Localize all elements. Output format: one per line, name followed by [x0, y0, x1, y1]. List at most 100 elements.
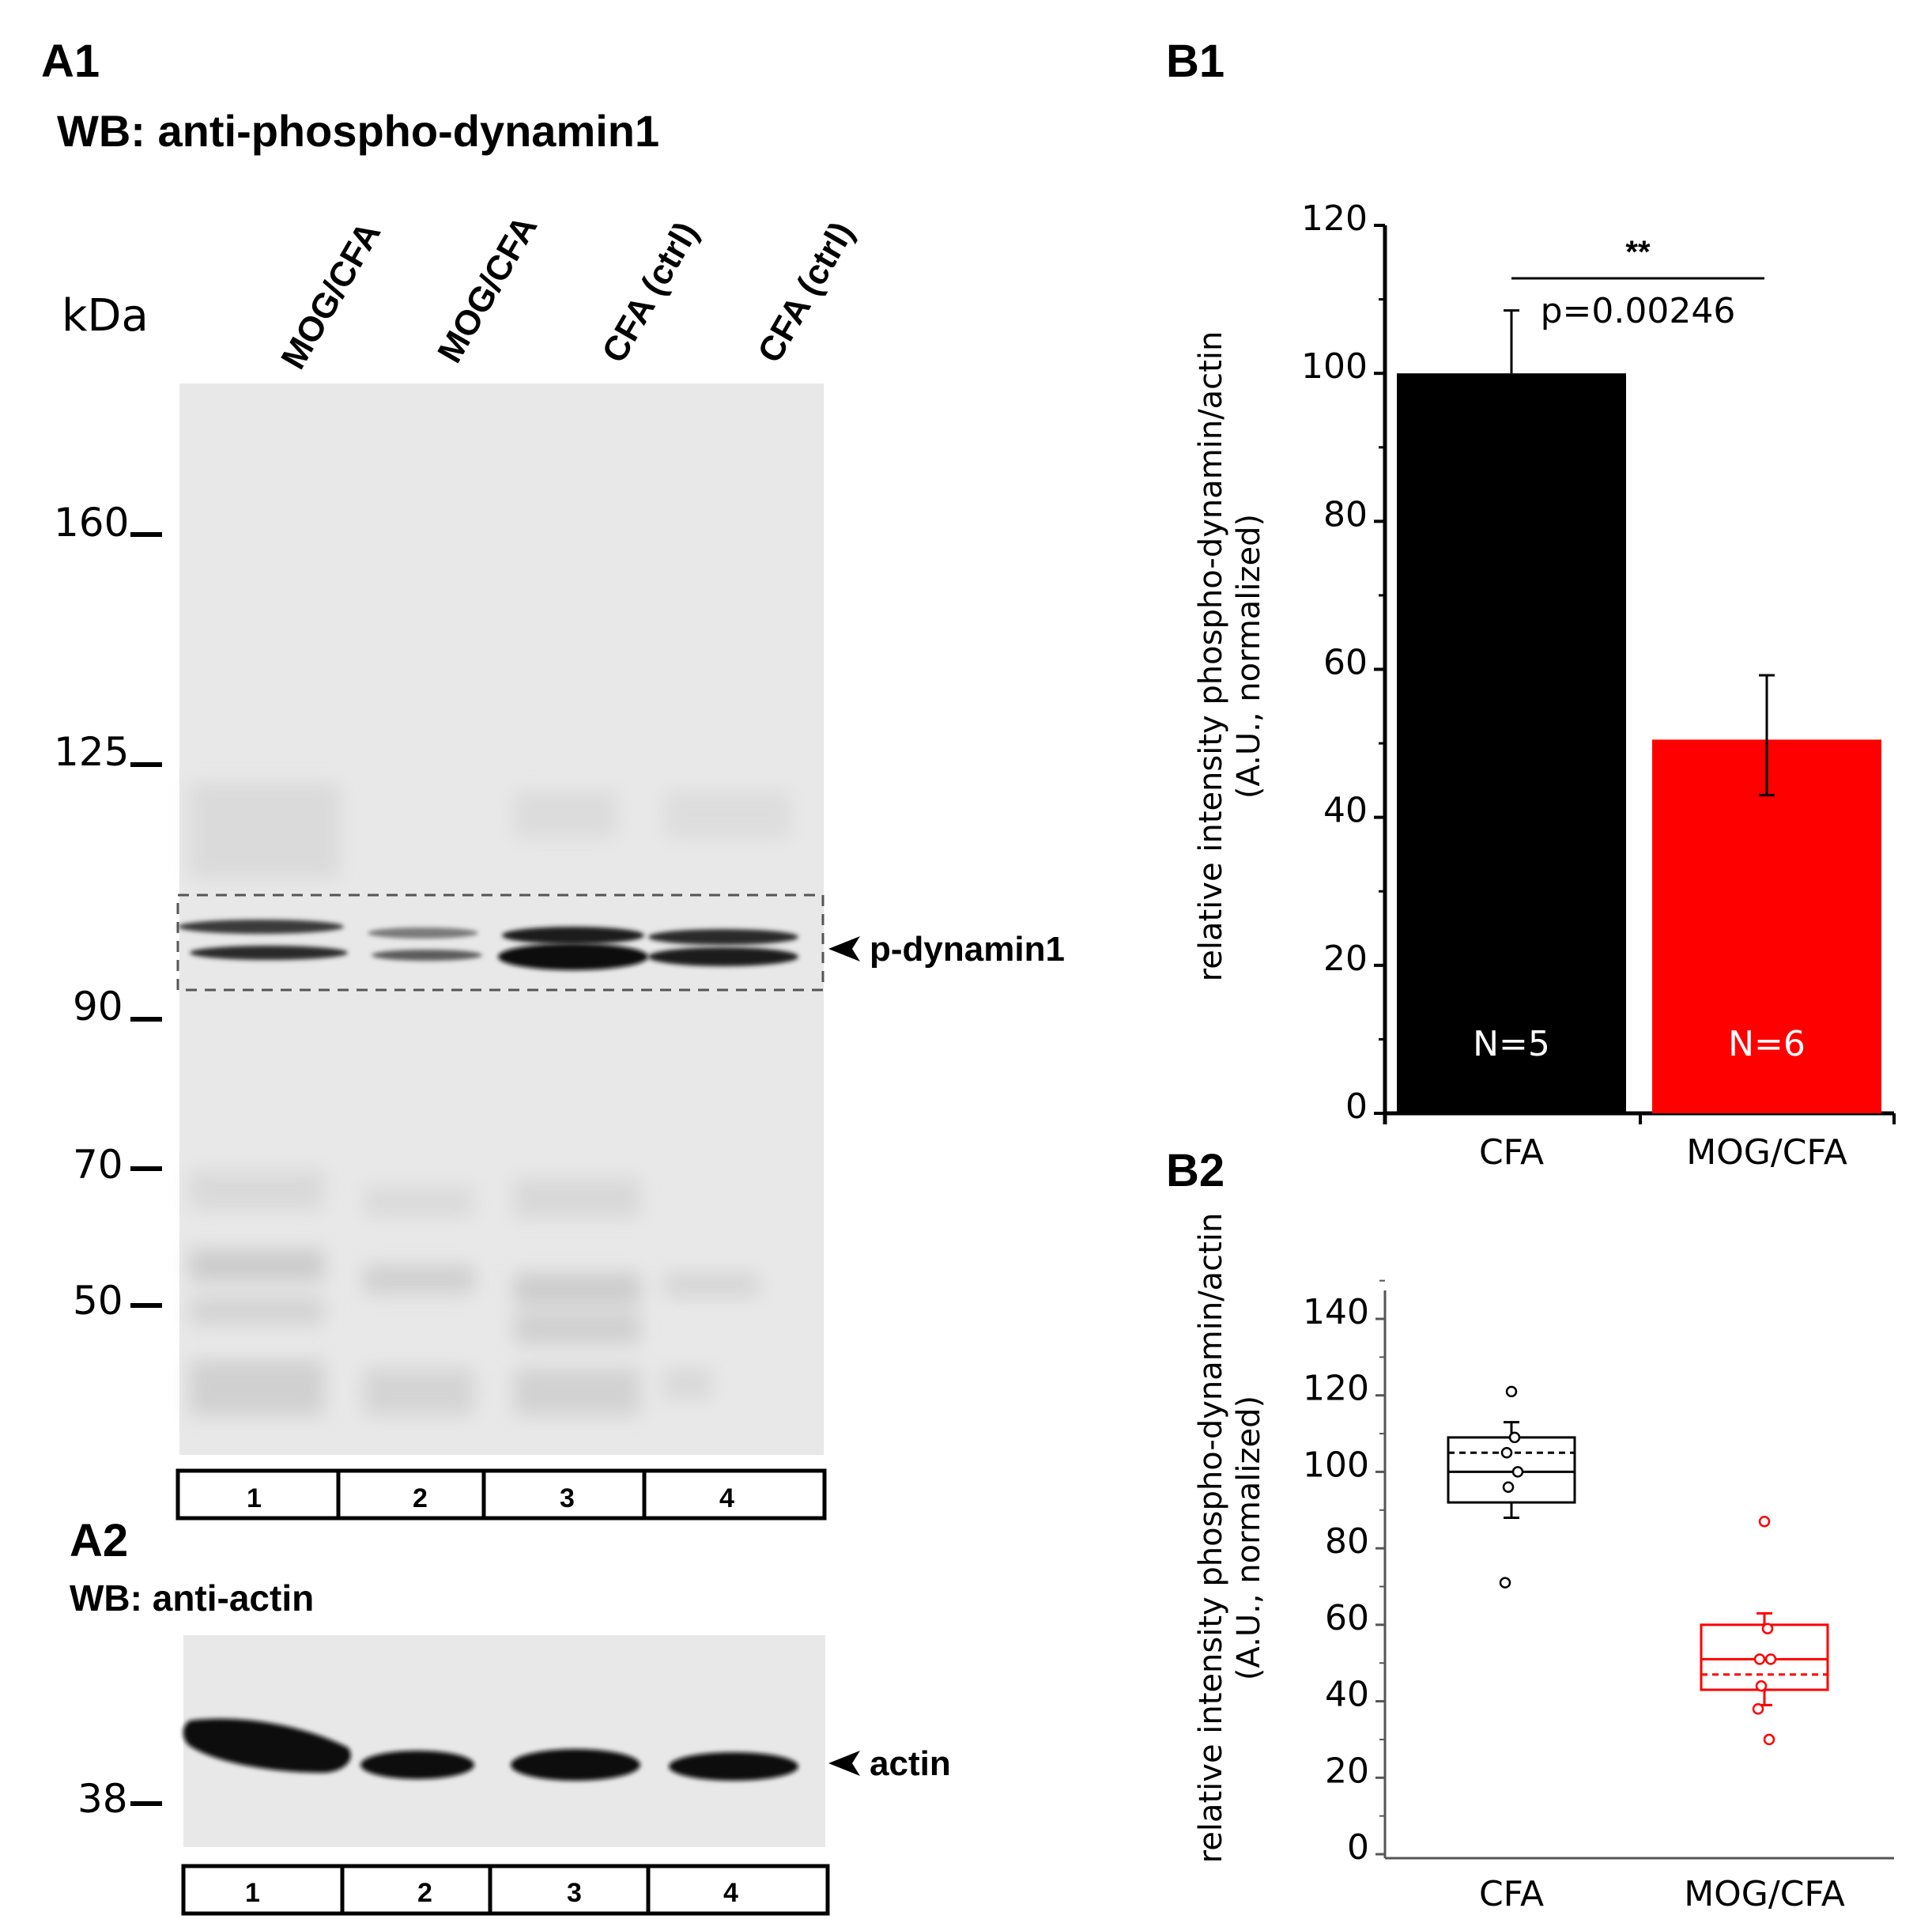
- band-lane4-lower: [648, 947, 798, 966]
- y-tick-label-b1: 20: [1323, 939, 1368, 979]
- data-point-b2: [1499, 1577, 1511, 1589]
- panel-label-a2: A2: [70, 1515, 128, 1566]
- x-tick-label-b2: MOG/CFA: [1684, 1874, 1845, 1914]
- band-lane4-upper: [648, 929, 798, 945]
- data-point-b2: [1505, 1385, 1518, 1398]
- x-tick-label-b1: CFA: [1479, 1132, 1544, 1173]
- lane-number-a2-1: 1: [245, 1878, 260, 1908]
- actin-band-lane3: [511, 1749, 640, 1781]
- p-value-label-b1: p=0.00246: [1541, 291, 1736, 331]
- bar-mogcfa: [1652, 739, 1881, 1113]
- panel-label-b1: B1: [1166, 36, 1224, 87]
- marker-tick-90: [130, 1017, 162, 1022]
- data-point-b2: [1500, 1447, 1513, 1459]
- western-blot-a1: [176, 383, 824, 1455]
- kda-label: kDa: [62, 290, 149, 342]
- lane-label-2: MOG/CFA: [430, 210, 545, 369]
- bar-cfa: [1397, 373, 1626, 1114]
- x-tick-label-b2: CFA: [1479, 1874, 1544, 1914]
- marker-160: 160: [54, 500, 129, 546]
- western-blot-a2: [183, 1635, 825, 1847]
- y-axis-title-b1: relative intensity phospho-dynamin/actin…: [1193, 331, 1267, 982]
- y-axis-label-b2: relative intensity phospho-dynamin/actin: [1193, 1213, 1229, 1864]
- y-tick-label-b1: 0: [1345, 1086, 1368, 1127]
- data-point-b2: [1758, 1516, 1771, 1528]
- lane-label-3: CFA (ctrl): [594, 215, 706, 369]
- box-chart-b2: B2 relative intensity phospho-dynamin/ac…: [1166, 1145, 1894, 1914]
- n-label-b1: N=6: [1728, 1024, 1806, 1064]
- lane-number-a1-3: 3: [560, 1483, 575, 1513]
- marker-70: 70: [73, 1142, 123, 1188]
- data-point-b2: [1502, 1481, 1515, 1494]
- band-lane1-lower: [190, 946, 348, 960]
- data-point-b2: [1508, 1431, 1521, 1444]
- y-tick-label-b2: 60: [1325, 1598, 1369, 1638]
- y-axis-label-b1: relative intensity phospho-dynamin/actin: [1193, 331, 1229, 982]
- background-bands: [190, 783, 791, 1415]
- data-point-b2: [1511, 1466, 1524, 1478]
- data-point-b2: [1753, 1653, 1766, 1665]
- marker-tick-70: [130, 1166, 162, 1171]
- band-label-pdynamin: p-dynamin1: [870, 930, 1065, 969]
- lane-number-a2-3: 3: [567, 1878, 582, 1908]
- y-tick-label-b1: 40: [1323, 791, 1368, 831]
- marker-tick-38: [130, 1801, 162, 1806]
- axes-b1: 0 20 40 60 80 100 120: [1301, 198, 1896, 1127]
- y-tick-label-b1: 120: [1301, 198, 1368, 239]
- marker-tick-160: [130, 532, 162, 537]
- y-axis-label2-b1: (A.U., normalized): [1231, 514, 1267, 799]
- mw-markers-a1: 160 125 90 70 50: [54, 500, 162, 1324]
- band-lane1-upper: [178, 920, 344, 934]
- y-tick-label-b2: 0: [1347, 1827, 1369, 1868]
- marker-90: 90: [73, 984, 123, 1030]
- y-tick-label-b2: 140: [1303, 1292, 1369, 1332]
- marker-tick-50: [130, 1303, 162, 1308]
- actin-band-lane4: [669, 1752, 798, 1781]
- lane-number-row-a2: 1 2 3 4: [181, 1864, 830, 1916]
- y-tick-label-b1: 60: [1323, 643, 1368, 683]
- lane-number-a2-2: 2: [417, 1878, 432, 1908]
- data-point-b2: [1755, 1679, 1768, 1692]
- arrowhead-pdynamin: [828, 936, 860, 962]
- n-label-b1: N=5: [1473, 1024, 1550, 1064]
- y-tick-label-b2: 40: [1325, 1675, 1369, 1715]
- lane-label-4: CFA (ctrl): [750, 215, 862, 369]
- band-lane3-lower: [498, 943, 648, 970]
- y-tick-label-b2: 120: [1303, 1369, 1369, 1409]
- blot-title-a2: WB: anti-actin: [70, 1577, 314, 1619]
- lane-number-a1-4: 4: [719, 1483, 734, 1513]
- actin-band-lane2: [360, 1751, 474, 1779]
- axes-b2: 0 20 40 60 80 100 120 140: [1303, 1279, 1894, 1868]
- marker-tick-125: [130, 762, 162, 767]
- marker-38: 38: [77, 1776, 128, 1822]
- lane-number-a2-4: 4: [723, 1878, 738, 1908]
- data-point-b2: [1761, 1623, 1774, 1634]
- lane-labels: MOG/CFA MOG/CFA CFA (ctrl) CFA (ctrl): [274, 210, 862, 376]
- band-lane3-upper: [502, 927, 644, 944]
- panel-label-b2: B2: [1166, 1145, 1224, 1196]
- actin-band-lane1: [183, 1718, 351, 1773]
- y-axis-title-b2: relative intensity phospho-dynamin/actin…: [1193, 1213, 1267, 1864]
- bar-chart-b1: B1 relative intensity phospho-dynamin/ac…: [1166, 36, 1896, 1173]
- marker-50: 50: [73, 1278, 123, 1324]
- data-point-b2: [1752, 1702, 1764, 1715]
- marks-b2: CFA MOG/CFA: [1447, 1385, 1845, 1914]
- significance-stars-b1: **: [1625, 235, 1651, 270]
- band-label-actin: actin: [870, 1744, 951, 1783]
- data-point-b2: [1763, 1733, 1775, 1746]
- lane-number-row-a1: 1 2 3 4: [175, 1468, 827, 1521]
- y-tick-label-b2: 20: [1325, 1751, 1369, 1791]
- marks-b1: N=5 CFA N=6 MOG/CFA ** p=0.00246: [1397, 235, 1881, 1173]
- lane-number-a1-2: 2: [413, 1483, 428, 1513]
- y-tick-label-b2: 100: [1303, 1445, 1369, 1485]
- y-axis-label2-b2: (A.U., normalized): [1231, 1396, 1267, 1680]
- lane-label-1: MOG/CFA: [274, 216, 388, 376]
- band-lane2-lower: [372, 950, 482, 961]
- y-tick-label-b2: 80: [1325, 1521, 1369, 1562]
- box-cfa: [1447, 1436, 1576, 1504]
- band-lane2-upper: [368, 927, 478, 939]
- x-tick-label-b1: MOG/CFA: [1686, 1132, 1847, 1173]
- pdynamin-bands: [178, 920, 798, 970]
- y-tick-label-b1: 100: [1301, 346, 1368, 387]
